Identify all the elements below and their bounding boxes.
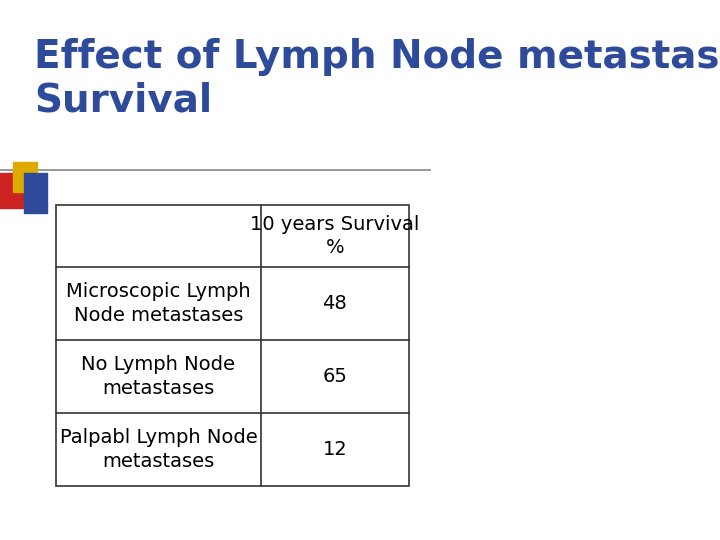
Text: Palpabl Lymph Node
metastases: Palpabl Lymph Node metastases xyxy=(60,428,257,471)
Text: 48: 48 xyxy=(323,294,347,313)
Text: 12: 12 xyxy=(323,440,347,459)
Text: Microscopic Lymph
Node metastases: Microscopic Lymph Node metastases xyxy=(66,282,251,325)
FancyBboxPatch shape xyxy=(13,162,37,192)
FancyBboxPatch shape xyxy=(24,173,48,213)
Text: No Lymph Node
metastases: No Lymph Node metastases xyxy=(81,355,235,398)
FancyBboxPatch shape xyxy=(0,173,28,208)
Text: 10 years Survival
%: 10 years Survival % xyxy=(251,215,420,258)
Text: Effect of Lymph Node metastases on
Survival: Effect of Lymph Node metastases on Survi… xyxy=(35,38,720,120)
Text: 65: 65 xyxy=(323,367,347,386)
